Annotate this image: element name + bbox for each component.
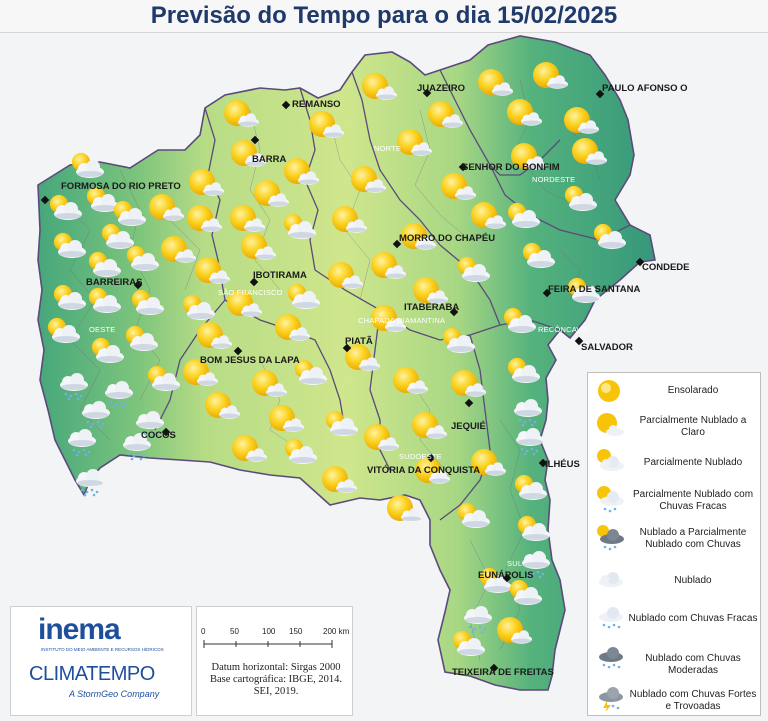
city-label-morro-chapeu: MORRO DO CHAPÉU xyxy=(399,233,496,244)
city-label-vitoria: VITÓRIA DA CONQUISTA xyxy=(367,465,481,476)
inema-logo: inema xyxy=(38,613,121,646)
datum-line: SEI, 2019. xyxy=(253,686,299,697)
sun-small-cloud-icon xyxy=(597,413,624,436)
bahia-map xyxy=(37,35,656,691)
logo-box: inema INSTITUTO DO MEIO AMBIENTE E RECUR… xyxy=(10,606,192,716)
city-label-itaberaba: ITABERABA xyxy=(404,302,460,313)
page-title: Previsão do Tempo para o dia 15/02/2025 xyxy=(150,2,618,29)
city-label-barra: BARRA xyxy=(252,154,287,165)
map-area: REMANSO JUAZEIRO PAULO AFONSO O BARRA SE… xyxy=(0,33,768,721)
city-label-formosa: FORMOSA DO RIO PRETO xyxy=(61,181,181,192)
city-label-paulo-afonso: PAULO AFONSO O xyxy=(602,83,688,94)
city-label-eunapolis: EUNÁPOLIS xyxy=(478,570,534,581)
city-label-condede: CONDEDE xyxy=(642,262,690,273)
region-label-reconcavo: RECÔNCAVO xyxy=(538,325,588,334)
scale-tick-label: 200 km xyxy=(323,627,350,636)
legend: Ensolarado Parcialmente Nublado a Claro … xyxy=(587,372,761,716)
region-label-sudoeste: SUDOESTE xyxy=(399,452,442,461)
region-label-nordeste: NORDESTE xyxy=(532,175,576,184)
city-label-juazeiro: JUAZEIRO xyxy=(417,83,466,94)
inema-subtitle: INSTITUTO DO MEIO AMBIENTE E RECURSOS HÍ… xyxy=(41,647,164,652)
title-bar: Previsão do Tempo para o dia 15/02/2025 xyxy=(0,0,768,33)
city-label-senhor-bonfim: SENHOR DO BONFIM xyxy=(462,162,560,173)
climatempo-logo: CLIMATEMPO xyxy=(29,663,155,685)
region-label-norte: NORTE xyxy=(374,144,402,153)
city-label-salvador: SALVADOR xyxy=(581,342,633,353)
dark-cloud-rain-icon xyxy=(599,647,623,669)
city-label-teixeira: TEIXEIRA DE FREITAS xyxy=(452,667,554,678)
region-label-chapada: CHAPADA DIAMANTINA xyxy=(358,316,446,325)
stormgeo-tagline: A StormGeo Company xyxy=(69,689,160,699)
city-label-cocos: COCOS xyxy=(141,430,176,441)
datum-line: Base cartográfica: IBGE, 2014. xyxy=(209,674,343,685)
scale-box: 0 50 100 150 200 km Datum horizontal: Si… xyxy=(196,606,353,716)
city-label-piata: PIATÃ xyxy=(345,336,373,347)
region-label-oeste: OESTE xyxy=(89,325,116,334)
region-label-sao-francisco: SÃO FRANCISCO xyxy=(218,288,283,297)
sun-cloud-icon xyxy=(597,449,624,471)
scale-bar xyxy=(203,640,333,648)
scale-tick-label: 0 xyxy=(201,627,206,636)
scale-tick-label: 150 xyxy=(289,627,303,636)
city-label-feira: FEIRA DE SANTANA xyxy=(548,284,641,295)
storm-cloud-icon xyxy=(599,687,623,711)
scale-tick-label: 100 xyxy=(262,627,276,636)
city-label-ibotirama: IBOTIRAMA xyxy=(253,270,307,281)
dark-cloud-sun-rain-icon xyxy=(597,525,624,551)
scale-tick-label: 50 xyxy=(230,627,239,636)
cloud-icon xyxy=(599,572,623,587)
city-label-ilheus: ILHÉUS xyxy=(545,459,580,470)
city-label-remanso: REMANSO xyxy=(292,99,341,110)
city-label-bom-jesus: BOM JESUS DA LAPA xyxy=(200,355,300,366)
region-borders xyxy=(154,69,631,521)
sun-icon xyxy=(598,380,620,402)
datum-line: Datum horizontal: Sirgas 2000 xyxy=(211,662,341,673)
city-label-jequie: JEQUIÉ xyxy=(451,421,486,432)
sun-cloud-rain-icon xyxy=(597,486,624,513)
city-label-barreiras: BARREIRAS xyxy=(86,277,143,288)
cloud-light-rain-icon xyxy=(599,607,623,629)
region-label-sul: SUL xyxy=(507,559,523,568)
